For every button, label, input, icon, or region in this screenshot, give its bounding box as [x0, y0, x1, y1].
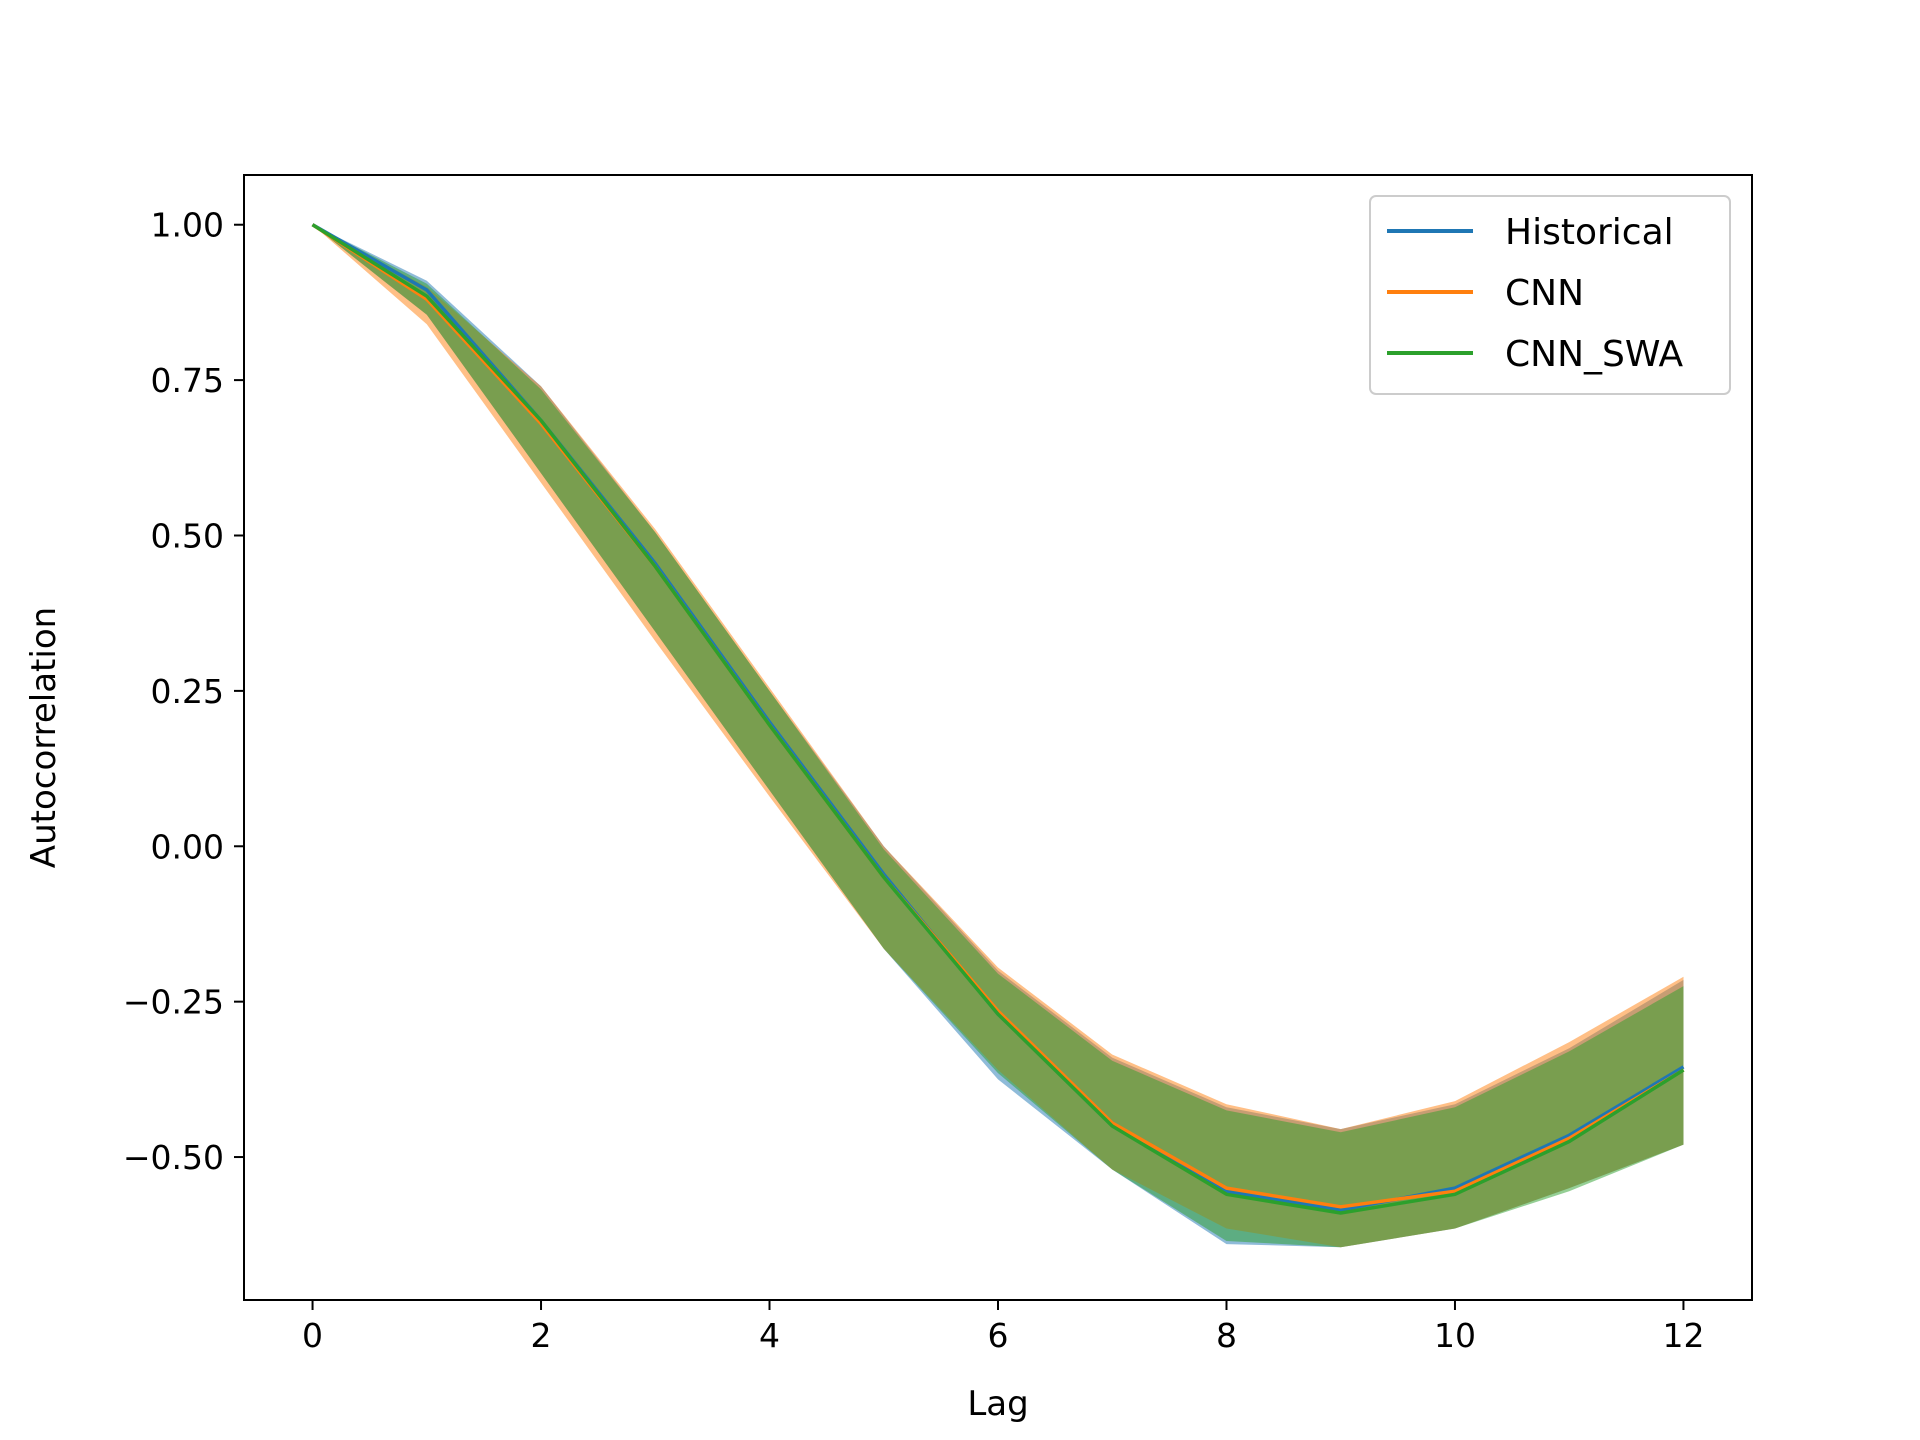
x-tick-label: 2: [531, 1316, 552, 1355]
line-cnn: [311, 223, 1685, 1209]
line-cnn-swa: [311, 223, 1685, 1215]
y-tick-label: 1.00: [151, 206, 224, 245]
legend-box: [1369, 195, 1731, 395]
legend: Historical CNN CNN_SWA: [1369, 195, 1731, 395]
legend-label-cnn: CNN: [1505, 273, 1584, 314]
x-tick-label: 4: [759, 1316, 780, 1355]
legend-label-cnn-swa: CNN_SWA: [1505, 334, 1683, 375]
x-axis-ticks: 0 2 4 6 8 10 12: [302, 1300, 1704, 1355]
y-tick-label: −0.50: [123, 1138, 224, 1177]
plot-area-frame: [243, 174, 1753, 1301]
x-tick-label: 8: [1216, 1316, 1237, 1355]
y-tick-label: 0.00: [151, 827, 224, 866]
y-tick-label: 0.50: [151, 516, 224, 555]
x-tick-label: 0: [302, 1316, 323, 1355]
x-tick-label: 12: [1662, 1316, 1704, 1355]
x-tick-label: 10: [1434, 1316, 1476, 1355]
y-tick-label: −0.25: [123, 983, 224, 1022]
y-tick-label: 0.25: [151, 672, 224, 711]
legend-label-historical: Historical: [1505, 212, 1674, 253]
y-axis-ticks: 1.00 0.75 0.50 0.25 0.00 −0.25 −0.50: [123, 206, 244, 1177]
series-lines: [311, 223, 1685, 1215]
x-tick-label: 6: [988, 1316, 1009, 1355]
y-axis-label: Autocorrelation: [24, 607, 64, 868]
x-axis-label: Lag: [967, 1384, 1028, 1424]
y-tick-label: 0.75: [151, 361, 224, 400]
